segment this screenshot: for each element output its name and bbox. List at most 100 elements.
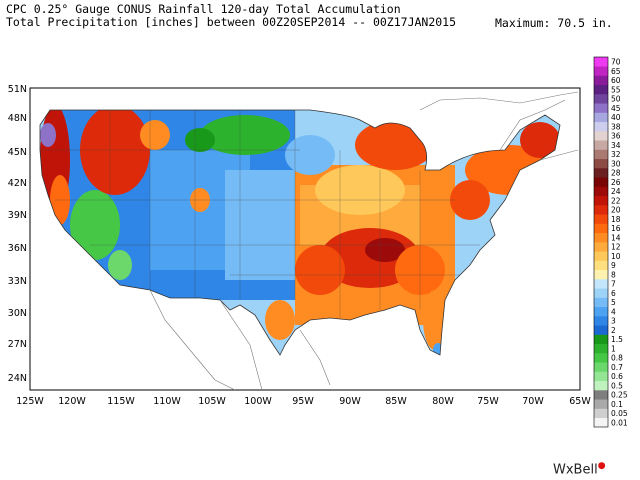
lat-tick-label: 45N <box>8 147 27 158</box>
legend-swatch <box>594 306 608 317</box>
lon-tick-label: 80W <box>432 396 454 407</box>
lat-tick-label: 27N <box>8 339 27 350</box>
legend-label: 1.5 <box>611 335 623 344</box>
wxbell-logo: WxBell● <box>553 461 606 478</box>
latitude-axis: 51N 48N 45N 42N 39N 36N 33N 30N 27N 24N <box>8 84 27 384</box>
legend-swatch <box>594 334 608 345</box>
lat-tick-label: 51N <box>8 84 27 95</box>
legend-label: 10 <box>611 252 621 261</box>
lon-tick-label: 70W <box>522 396 544 407</box>
lon-tick-label: 85W <box>385 396 407 407</box>
legend-label: 8 <box>611 270 616 279</box>
longitude-axis: 125W 120W 115W 110W 105W 100W 95W 90W 85… <box>16 396 591 407</box>
legend-label: 50 <box>611 95 621 104</box>
legend-swatch <box>594 325 608 335</box>
legend-swatch <box>594 297 608 308</box>
legend-swatch <box>594 57 608 67</box>
legend-swatch <box>594 343 608 354</box>
legend-label: 40 <box>611 113 621 122</box>
legend-swatch <box>594 149 608 160</box>
legend-swatch <box>594 279 608 289</box>
legend-label: 38 <box>611 122 621 131</box>
legend-label: 36 <box>611 132 621 141</box>
legend-label: 2 <box>611 326 616 335</box>
lat-tick-label: 48N <box>8 113 27 124</box>
legend-label: 9 <box>611 261 616 270</box>
legend-swatch <box>594 195 608 206</box>
legend-label: 5 <box>611 298 616 307</box>
legend-label: 70 <box>611 58 621 67</box>
lat-tick-label: 39N <box>8 210 27 221</box>
legend-swatch <box>594 103 608 113</box>
legend-label: 4 <box>611 307 616 316</box>
map-title: CPC 0.25° Gauge CONUS Rainfall 120-day T… <box>6 2 401 16</box>
legend-swatch <box>594 121 608 132</box>
lon-tick-label: 105W <box>198 396 226 407</box>
legend-swatch <box>594 242 608 252</box>
lon-tick-label: 115W <box>107 396 135 407</box>
legend-border <box>593 56 609 428</box>
legend-swatch <box>594 66 608 76</box>
legend-swatch <box>594 223 608 234</box>
legend-label: 1 <box>611 344 616 353</box>
legend-label: 0.25 <box>611 391 628 400</box>
lon-tick-label: 100W <box>244 396 272 407</box>
lat-tick-label: 42N <box>8 178 27 189</box>
legend-label: 45 <box>611 104 621 113</box>
legend-label: 3 <box>611 317 616 326</box>
legend-swatch <box>594 269 608 280</box>
legend-label: 0.6 <box>611 372 623 381</box>
lat-tick-label: 24N <box>8 373 27 384</box>
legend-swatch <box>594 214 608 224</box>
lon-tick-label: 95W <box>292 396 314 407</box>
legend-swatch <box>594 140 608 150</box>
lon-tick-label: 125W <box>16 396 44 407</box>
legend-label: 16 <box>611 224 621 233</box>
lon-tick-label: 90W <box>339 396 361 407</box>
legend-label: 26 <box>611 178 621 187</box>
legend-label: 28 <box>611 169 621 178</box>
lat-tick-label: 36N <box>8 243 27 254</box>
legend-swatch <box>594 112 608 123</box>
us-outline <box>39 109 561 356</box>
neighbor-coastlines <box>149 91 579 391</box>
map-subtitle: Total Precipitation [inches] between 00Z… <box>6 15 457 29</box>
legend-swatch <box>594 417 608 428</box>
legend-label: 55 <box>611 85 621 94</box>
legend-label: 32 <box>611 150 621 159</box>
legend-label: 0.7 <box>611 363 623 372</box>
legend-label: 34 <box>611 141 621 150</box>
legend-swatch <box>594 232 608 243</box>
legend-label: 0.5 <box>611 381 623 390</box>
legend-swatch <box>594 399 608 409</box>
legend-swatch <box>594 131 608 141</box>
legend-swatch <box>594 316 608 326</box>
legend-label: 12 <box>611 243 621 252</box>
legend-swatch <box>594 362 608 372</box>
lat-tick-label: 30N <box>8 308 27 319</box>
state-borders <box>40 110 480 318</box>
legend-label: 14 <box>611 233 621 242</box>
lon-tick-label: 110W <box>153 396 181 407</box>
legend-label: 20 <box>611 206 621 215</box>
legend-label: 30 <box>611 159 621 168</box>
lon-tick-label: 120W <box>58 396 86 407</box>
legend-swatch <box>594 408 608 419</box>
legend-swatch <box>594 158 608 169</box>
legend-label: 18 <box>611 215 621 224</box>
legend-swatch <box>594 260 608 271</box>
legend-label: 65 <box>611 67 621 76</box>
legend-swatch <box>594 390 608 400</box>
legend-swatch <box>594 380 608 391</box>
legend-swatch <box>594 353 608 363</box>
legend-swatch <box>594 205 608 215</box>
legend-label: 0.01 <box>611 418 628 427</box>
legend-label: 7 <box>611 280 616 289</box>
legend-label: 6 <box>611 289 616 298</box>
maximum-label: Maximum: 70.5 in. <box>495 16 613 30</box>
legend-swatch <box>594 186 608 197</box>
legend-swatch <box>594 371 608 382</box>
legend-label: 0.8 <box>611 354 623 363</box>
